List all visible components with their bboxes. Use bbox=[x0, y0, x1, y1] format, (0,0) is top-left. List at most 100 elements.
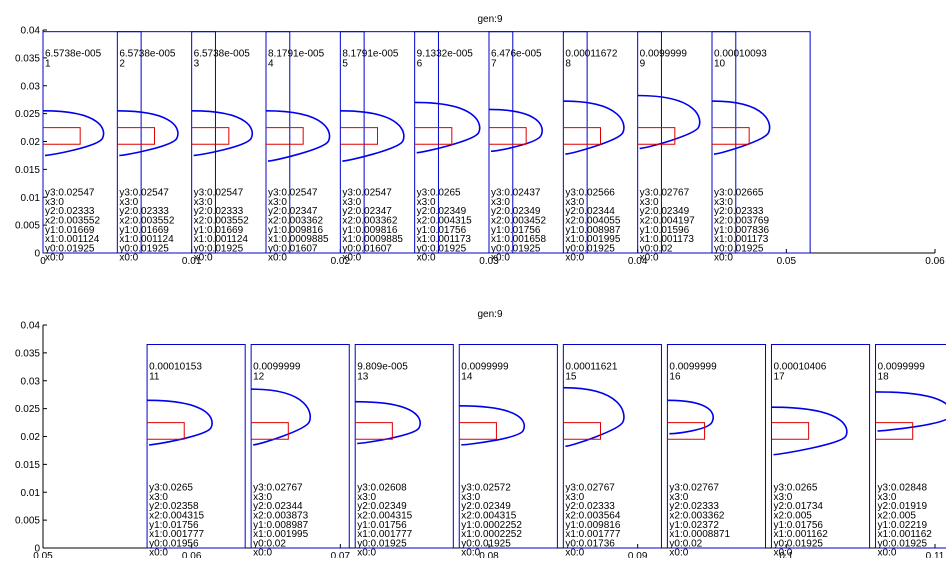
panel-param-label: y2:0.02344 bbox=[565, 206, 615, 217]
panel-param-label: y0:0.01925 bbox=[565, 243, 615, 254]
panel-param-label: x1:0.001995 bbox=[253, 529, 308, 540]
panel-fitness-label: 0.00010153 bbox=[149, 362, 202, 373]
panel-shape-curve bbox=[771, 406, 848, 456]
panel-param-label: y1:0.009816 bbox=[342, 225, 397, 236]
panel-param-label: y3:0.02437 bbox=[491, 188, 541, 199]
panel-param-label: y3:0.02767 bbox=[669, 483, 719, 494]
panel-id-label: 4 bbox=[268, 59, 274, 70]
panel-id-label: 16 bbox=[669, 372, 681, 383]
panel-param-label: x3:0 bbox=[119, 197, 138, 208]
panel-shape-curve bbox=[117, 110, 179, 157]
panel-fitness-label: 0.0099999 bbox=[669, 362, 717, 373]
panel-red-rectangle bbox=[771, 422, 810, 440]
y-tick-label: 0.04 bbox=[21, 321, 41, 332]
x-tick-label: 0 bbox=[40, 256, 46, 267]
panel-param-label: y0:0.01956 bbox=[149, 538, 199, 549]
panel-param-label: y0:0.01925 bbox=[714, 243, 764, 254]
panel-frame bbox=[116, 31, 216, 254]
panel-param-label: y3:0.02566 bbox=[565, 188, 615, 199]
panel-param-label: x3:0 bbox=[773, 492, 792, 503]
x-tick-label: 0.06 bbox=[925, 256, 945, 267]
panel-frame bbox=[146, 344, 246, 549]
panel-param-label: x0:0 bbox=[45, 253, 64, 264]
panel-param-label: y0:0.02 bbox=[253, 538, 286, 549]
panel-param-label: x2:0.005 bbox=[773, 510, 812, 521]
panel-param-label: y3:0.02608 bbox=[357, 483, 407, 494]
panel-param-label: x3:0 bbox=[491, 197, 510, 208]
panel-fitness-label: 0.00011672 bbox=[565, 49, 618, 60]
panel-param-label: y3:0.02665 bbox=[714, 188, 764, 199]
panel-shape-curve bbox=[414, 101, 481, 154]
panel-red-rectangle bbox=[637, 127, 676, 145]
panel-frame bbox=[562, 31, 662, 254]
panel-param-label: x2:0.004315 bbox=[149, 510, 204, 521]
panel-fitness-label: 0.00011621 bbox=[565, 362, 618, 373]
panel-fitness-label: 6.476e-005 bbox=[491, 49, 542, 60]
panel-param-label: x3:0 bbox=[253, 492, 272, 503]
panel-param-label: x1:0.0002252 bbox=[461, 529, 522, 540]
panel-param-label: x2:0.004315 bbox=[461, 510, 516, 521]
panel-shape-curve bbox=[355, 400, 421, 445]
panel-param-label: x0:0 bbox=[565, 548, 584, 558]
panel-fitness-label: 9.809e-005 bbox=[357, 362, 408, 373]
panel-red-rectangle bbox=[117, 127, 155, 145]
panel-param-label: y2:0.02333 bbox=[669, 501, 719, 512]
panel-param-label: x0:0 bbox=[669, 548, 688, 558]
panel-param-label: x3:0 bbox=[417, 197, 436, 208]
panel-id-label: 7 bbox=[491, 59, 497, 70]
panel-param-label: x1:0.0008871 bbox=[669, 529, 730, 540]
panel-param-label: x0:0 bbox=[194, 253, 213, 264]
panel-shape-curve bbox=[42, 110, 105, 157]
y-tick-label: 0.025 bbox=[15, 109, 40, 120]
panel-param-label: y1:0.009816 bbox=[268, 225, 323, 236]
panel-param-label: y3:0.02547 bbox=[194, 188, 244, 199]
panel-id-label: 5 bbox=[342, 59, 348, 70]
panel-fitness-label: 6.5738e-005 bbox=[194, 49, 251, 60]
panel-id-label: 15 bbox=[565, 372, 577, 383]
x-tick-label: 0.01 bbox=[182, 256, 202, 267]
panel-red-rectangle bbox=[147, 422, 185, 440]
panel-param-label: x1:0.0009885 bbox=[342, 234, 403, 245]
panel-id-label: 3 bbox=[194, 59, 200, 70]
panel-red-rectangle bbox=[340, 127, 378, 145]
panel-fitness-label: 6.5738e-005 bbox=[119, 49, 176, 60]
panel-id-label: 2 bbox=[119, 59, 125, 70]
panel-red-rectangle bbox=[191, 127, 230, 145]
x-tick-label: 0.08 bbox=[479, 551, 499, 558]
panel-fitness-label: 0.00010406 bbox=[773, 362, 826, 373]
panel-shape-curve bbox=[637, 94, 701, 150]
panel-shape-curve bbox=[488, 108, 543, 153]
panel-param-label: y1:0.02372 bbox=[669, 520, 719, 531]
panel-frame bbox=[637, 31, 737, 254]
panel-param-label: x1:0.001162 bbox=[878, 529, 933, 540]
panel-fitness-label: 0.0099999 bbox=[461, 362, 509, 373]
y-tick-label: 0 bbox=[34, 249, 40, 260]
x-tick-label: 0.07 bbox=[331, 551, 351, 558]
x-tick-label: 0.04 bbox=[628, 256, 648, 267]
panel-param-label: x2:0.004055 bbox=[565, 215, 620, 226]
panel-id-label: 11 bbox=[149, 372, 160, 383]
panel-param-label: x3:0 bbox=[461, 492, 480, 503]
panel-param-label: x1:0.001162 bbox=[773, 529, 828, 540]
panel-param-label: y3:0.0265 bbox=[417, 188, 461, 199]
panel-param-label: x1:0.001777 bbox=[149, 529, 204, 540]
y-tick-label: 0.015 bbox=[15, 460, 40, 471]
y-tick-label: 0.04 bbox=[21, 26, 41, 37]
panel-param-label: y2:0.02347 bbox=[268, 206, 318, 217]
panel-param-label: x2:0.003362 bbox=[268, 215, 323, 226]
panel-fitness-label: 0.00010093 bbox=[714, 49, 767, 60]
panel-param-label: y0:0.01607 bbox=[268, 243, 318, 254]
panel-param-label: x1:0.001173 bbox=[640, 234, 695, 245]
panel-param-label: y2:0.02333 bbox=[45, 206, 95, 217]
panel-param-label: y2:0.02349 bbox=[491, 206, 541, 217]
panel-fitness-label: 0.0099999 bbox=[640, 49, 688, 60]
panel-param-label: y3:0.02547 bbox=[268, 188, 318, 199]
panel-id-label: 6 bbox=[417, 59, 423, 70]
panel-param-label: y2:0.02349 bbox=[461, 501, 511, 512]
panel-param-label: x0:0 bbox=[357, 548, 376, 558]
y-tick-label: 0.02 bbox=[21, 137, 41, 148]
panel-param-label: x2:0.003552 bbox=[119, 215, 174, 226]
y-tick-label: 0.005 bbox=[15, 221, 40, 232]
panel-id-label: 14 bbox=[461, 372, 473, 383]
panel-param-label: y2:0.01919 bbox=[878, 501, 928, 512]
